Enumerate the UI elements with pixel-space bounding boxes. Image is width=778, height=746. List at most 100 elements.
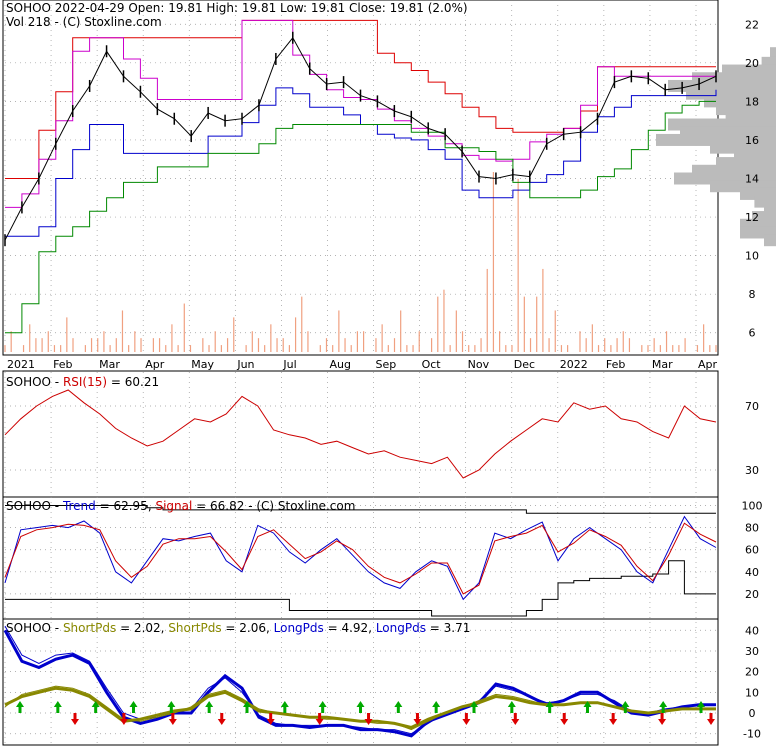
indicator-series: [3, 389, 717, 738]
volume-header: Vol 218 - (C) Stoxline.com: [6, 15, 162, 29]
rsi-prefix: SOHOO -: [6, 375, 63, 389]
x-tick-label: Nov: [468, 358, 490, 371]
axis-labels: 22 20 18 16 14 12 10 8 6 2021 Feb Mar Apr May Jun Jul Au…: [7, 18, 763, 740]
x-tick-label: Mar: [652, 358, 673, 371]
price-y-tick-label: 18: [745, 95, 759, 108]
sell-arrow-icon: [609, 713, 618, 726]
trend-label: Trend: [62, 499, 96, 513]
short-pds-value-1: = 2.02,: [116, 621, 168, 635]
buy-arrow-icon: [53, 701, 62, 714]
sell-arrow-icon: [413, 713, 422, 726]
rsi-value: = 60.21: [107, 375, 159, 389]
sell-arrow-icon: [315, 713, 324, 726]
volume-profile-bar: [668, 118, 776, 131]
volume-profile: [656, 47, 776, 247]
price-y-tick-label: 8: [749, 288, 756, 301]
price-y-tick-label: 16: [745, 134, 759, 147]
long-pds-label-1: LongPds: [274, 621, 324, 635]
trend-y-tick-label: 60: [745, 544, 759, 557]
sell-arrow-icon: [119, 713, 128, 726]
x-tick-label: Mar: [99, 358, 120, 371]
low-band-line: [5, 100, 716, 334]
pds-y-tick-label: 10: [745, 686, 759, 699]
sell-arrow-icon: [511, 713, 520, 726]
price-y-tick-label: 12: [745, 211, 759, 224]
trend-header: SOHOO - Trend = 62.95, Signal = 66.82 - …: [6, 499, 355, 513]
x-tick-label: Feb: [53, 358, 72, 371]
price-header: SOHOO 2022-04-29 Open: 19.81 High: 19.81…: [6, 1, 468, 15]
sell-arrow-icon: [707, 713, 715, 726]
sell-arrow-icon: [560, 713, 569, 726]
buy-arrow-icon: [432, 701, 441, 714]
x-tick-label: 2022: [560, 358, 588, 371]
buy-arrow-icon: [583, 701, 592, 714]
long-pds-value-2: = 3.71: [426, 621, 470, 635]
short-pds-label-1: ShortPds: [63, 621, 116, 635]
x-tick-label: Oct: [422, 358, 442, 371]
lower-band-line: [5, 87, 717, 237]
buy-arrow-icon: [167, 701, 176, 714]
price-panel-frame: [2, 0, 719, 356]
rsi-header: SOHOO - RSI(15) = 60.21: [6, 375, 159, 389]
trend-upper-envelope: [5, 505, 716, 514]
price-y-tick-label: 20: [745, 57, 759, 70]
trend-y-tick-label: 20: [745, 588, 759, 601]
x-tick-label: Apr: [698, 358, 718, 371]
long-pds-line-2: [4, 625, 716, 735]
buy-arrow-icon: [318, 701, 327, 714]
price-line: [4, 36, 717, 241]
buy-arrow-icon: [205, 701, 214, 714]
trend-value: = 62.95,: [96, 499, 156, 513]
x-tick-label: Apr: [145, 358, 165, 371]
sell-arrow-icon: [462, 713, 471, 726]
trend-prefix: SOHOO -: [6, 499, 63, 513]
price-y-tick-label: 10: [745, 250, 759, 263]
price-y-tick-label: 14: [745, 173, 759, 186]
sell-arrow-icon: [217, 713, 226, 726]
buy-arrow-icon: [280, 701, 289, 714]
sell-arrow-icon: [266, 713, 275, 726]
x-tick-label: Aug: [329, 358, 350, 371]
rsi-panel-frame: [2, 370, 719, 498]
pds-prefix: SOHOO -: [6, 621, 63, 635]
x-tick-label: Feb: [606, 358, 625, 371]
volume-profile-bar: [764, 234, 776, 247]
trend-suffix: - (C) Stoxline.com: [244, 499, 355, 513]
buy-arrow-icon: [356, 701, 365, 714]
price-y-tick-label: 22: [745, 18, 759, 31]
buy-arrow-icon: [243, 701, 251, 714]
pds-y-tick-label: 30: [745, 645, 759, 658]
price-series: [4, 31, 717, 247]
buy-arrow-icon: [470, 701, 478, 714]
long-pds-value-1: = 4.92,: [324, 621, 376, 635]
x-tick-label: Sep: [376, 358, 397, 371]
x-tick-label: Dec: [514, 358, 535, 371]
rsi-line: [4, 389, 717, 479]
pds-header: SOHOO - ShortPds = 2.02, ShortPds = 2.06…: [6, 621, 470, 635]
buy-arrow-icon: [129, 701, 138, 714]
sell-arrow-icon: [658, 713, 667, 726]
buy-arrow-icon: [697, 701, 705, 714]
buy-arrow-icon: [507, 701, 516, 714]
sell-arrow-icon: [71, 713, 79, 726]
long-pds-label-2: LongPds: [376, 621, 426, 635]
pds-y-tick-label: -10: [743, 728, 761, 741]
short-pds-value-2: = 2.06,: [222, 621, 274, 635]
volume-bars: [4, 172, 717, 352]
x-tick-label: 2021: [7, 358, 35, 371]
buy-arrow-icon: [659, 701, 668, 714]
rsi-label: RSI(15): [63, 375, 107, 389]
trend-lower-envelope: [5, 560, 716, 617]
price-y-tick-label: 6: [749, 327, 756, 340]
signal-line: [4, 522, 717, 595]
buy-arrow-icon: [16, 701, 24, 714]
short-pds-label-2: ShortPds: [168, 621, 221, 635]
x-tick-label: May: [191, 358, 214, 371]
signal-label: Signal: [155, 499, 192, 513]
x-tick-label: Jun: [236, 358, 254, 371]
x-tick-label: Jul: [282, 358, 296, 371]
pds-y-tick-label: 40: [745, 624, 759, 637]
sell-arrow-icon: [364, 713, 373, 726]
volume-profile-bar: [761, 56, 776, 69]
